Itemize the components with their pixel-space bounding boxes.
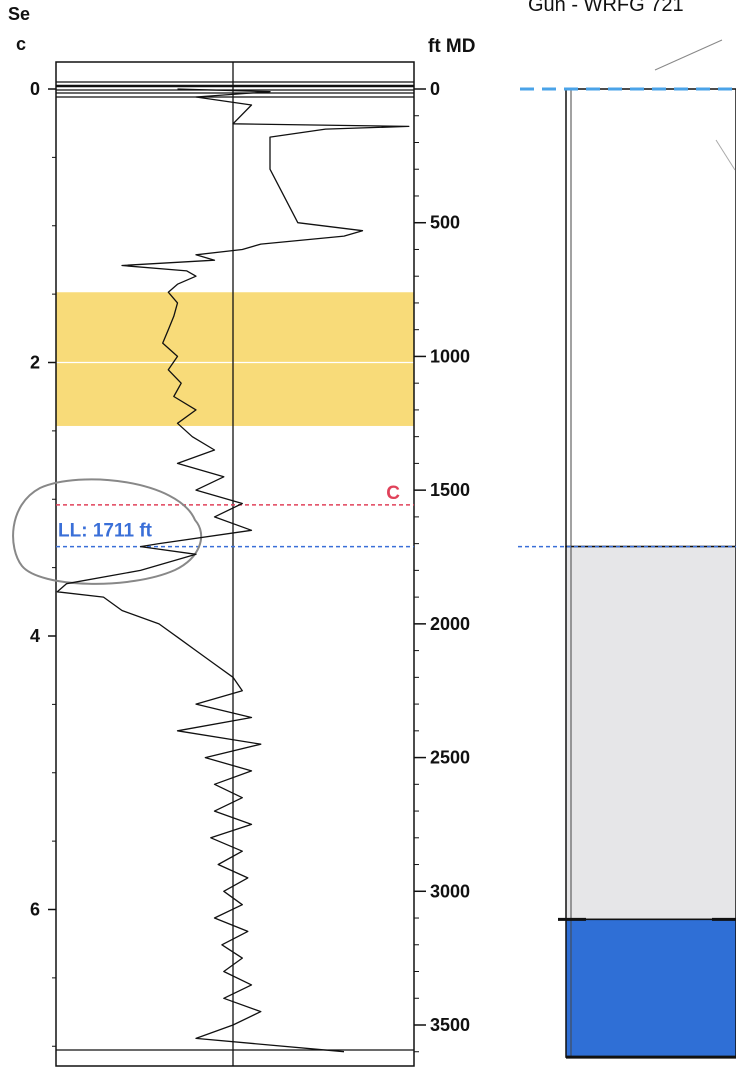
right-axis-tick-label: 3000 <box>430 881 470 901</box>
left-axis-tick-label: 6 <box>30 900 40 920</box>
gun-leader-line-lower <box>715 139 736 171</box>
left-axis-tick-label: 2 <box>30 353 40 373</box>
left-axis-tick-label: 0 <box>30 79 40 99</box>
left-axis-tick-label: 4 <box>30 626 40 646</box>
right-axis-tick-label: 1500 <box>430 480 470 500</box>
collar-marker-label: C <box>386 483 400 504</box>
plot-frame <box>55 61 415 1067</box>
time-axis-unit-top: Se <box>8 4 31 24</box>
gun-leader-line <box>654 39 723 71</box>
right-axis-tick-label: 2000 <box>430 614 470 634</box>
gun-title: Gun - WRFG 721 <box>528 0 684 16</box>
time-axis-unit-bottom: c <box>16 34 27 54</box>
wellbore-empty-zone <box>565 88 736 548</box>
wellbore-liquid-zone <box>565 918 736 1058</box>
depth-axis-unit: ft MD <box>428 36 476 57</box>
highlight-band <box>56 292 414 426</box>
right-axis-tick-label: 3500 <box>430 1015 470 1035</box>
right-axis-tick-label: 0 <box>430 79 440 99</box>
acoustic-trace <box>56 88 410 1053</box>
wellbore-gas-zone <box>565 545 736 921</box>
right-axis-tick-label: 2500 <box>430 748 470 768</box>
annotation-circle <box>12 478 203 585</box>
right-axis-tick-label: 500 <box>430 213 460 233</box>
right-axis-tick-label: 1000 <box>430 346 470 366</box>
liquid-level-label: LL: 1711 ft <box>58 521 153 542</box>
